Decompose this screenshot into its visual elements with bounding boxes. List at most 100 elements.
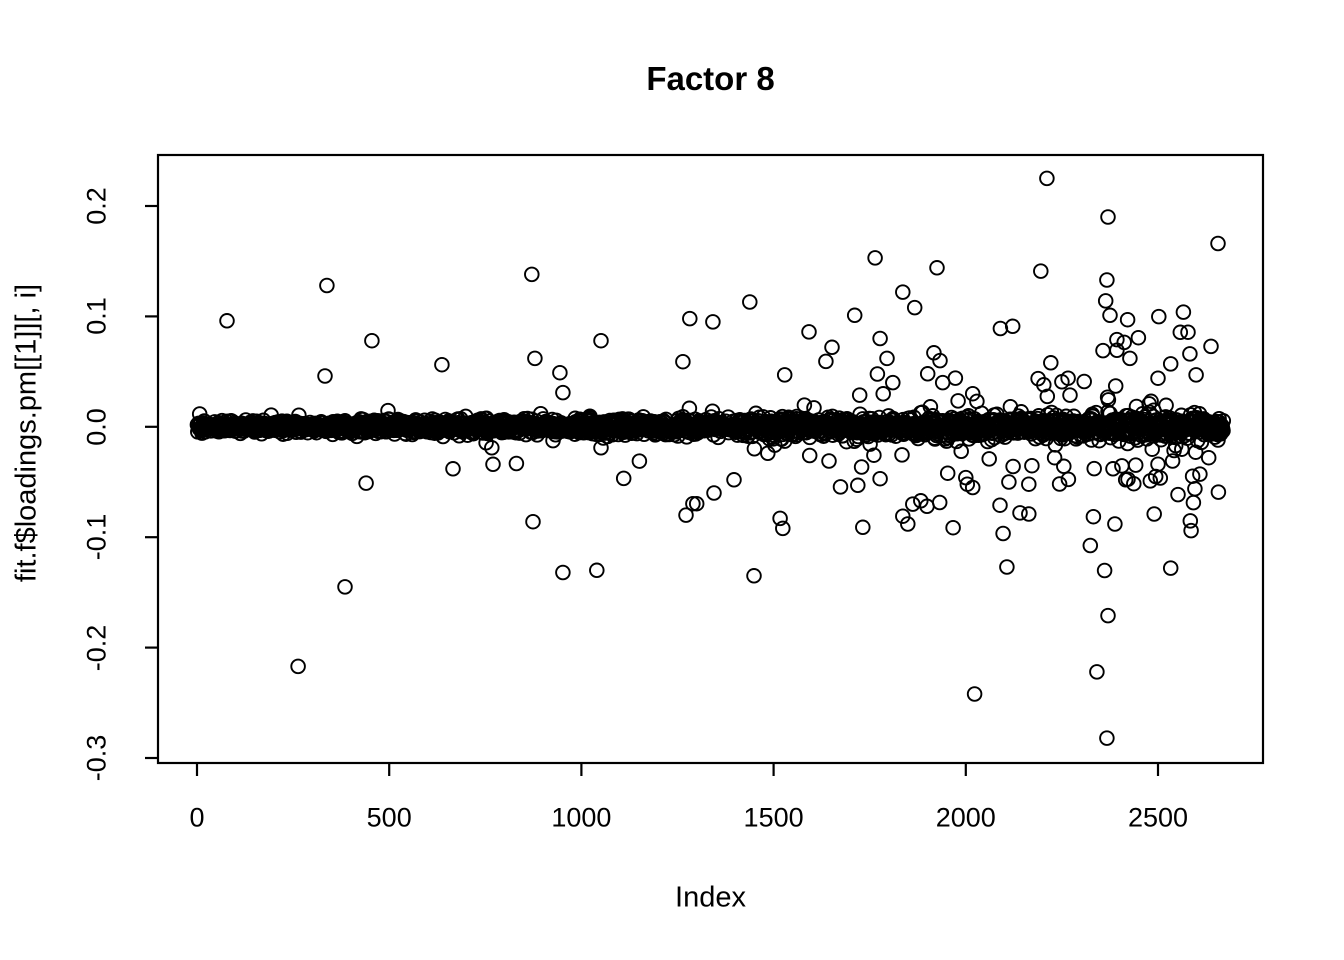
data-point [872,330,888,347]
data-point [1001,474,1017,490]
data-point [821,453,837,469]
data-point [525,513,541,530]
y-tick-label: -0.1 [81,513,112,561]
data-point [850,477,866,494]
data-point [772,510,788,527]
data-point [895,284,911,300]
data-point [1200,449,1217,466]
axis-ticks [145,204,1160,776]
data-point [939,465,956,481]
data-point [746,568,762,584]
data-point [726,472,742,488]
x-axis-title: Index [675,881,746,914]
data-point [1167,437,1184,454]
data-point [964,385,981,402]
data-point [1039,170,1055,187]
data-point [1060,370,1076,386]
data-point [999,559,1015,575]
data-point [1036,377,1052,393]
data-point [964,479,981,496]
data-point [1210,432,1226,448]
dense-band-points [189,304,1232,579]
x-tick-label: 0 [189,802,205,833]
x-tick-label: 2500 [1127,802,1189,833]
data-point [1043,355,1059,371]
data-point [992,497,1008,513]
data-point [1005,458,1021,475]
data-point [885,374,901,391]
data-point [1095,342,1111,359]
data-point [1188,367,1204,383]
data-point [593,440,609,456]
plot-box [156,153,1265,765]
data-point [867,250,883,266]
data-point [445,461,461,477]
data-point [1004,318,1021,335]
data-point [879,350,895,367]
data-point [1147,468,1164,485]
data-point [706,485,722,501]
data-point [855,519,871,536]
data-point [900,516,916,532]
data-point [1162,356,1179,372]
data-point [1089,664,1105,680]
data-point [1187,444,1204,460]
x-tick-label: 1500 [743,802,804,833]
data-point [682,310,698,327]
data-point [1076,373,1092,390]
y-tick-label: -0.2 [81,624,112,671]
data-point [919,498,935,515]
data-point [760,445,776,462]
data-point [337,579,353,595]
data-point [1021,476,1037,492]
data-point [1033,263,1049,279]
data-point [552,364,568,381]
data-point [1150,370,1166,386]
data-point [1097,293,1114,309]
data-point [895,508,911,524]
y-tick-label: -0.3 [81,734,112,782]
data-point [1164,453,1181,469]
data-point [358,475,374,491]
data-point [824,339,840,356]
data-point [929,260,945,276]
data-point [1183,522,1199,539]
data-point [290,658,306,675]
y-tick-label: 0.1 [81,297,112,336]
data-point [675,353,691,370]
data-point [919,366,936,382]
x-tick-label: 500 [366,802,412,833]
data-point [1099,730,1115,746]
data-point [1117,472,1134,488]
data-point [1182,346,1198,362]
y-axis-title: fit.f$loadings.pm[[1]][, i] [10,283,43,583]
x-tick-label: 1000 [551,802,612,833]
data-point [484,440,500,456]
data-point [1099,272,1115,288]
data-point [678,507,694,523]
data-point [932,352,948,369]
data-point [775,520,791,537]
data-point [742,294,758,310]
data-point [1162,560,1179,576]
data-point [527,350,543,367]
data-point [589,562,605,579]
data-point [524,266,540,283]
data-point [969,393,985,410]
data-point [593,332,609,349]
data-point [1021,506,1037,522]
data-point [934,374,951,391]
data-point [1119,311,1136,328]
data-point [1146,506,1162,522]
data-point [319,277,335,294]
data-point [1105,461,1121,477]
data-point [364,332,380,349]
data-point [1122,350,1138,367]
data-point [906,299,923,316]
data-point [219,313,235,329]
data-point [1012,505,1028,521]
data-point [1107,378,1124,394]
y-tick-label: 0.2 [81,187,112,225]
